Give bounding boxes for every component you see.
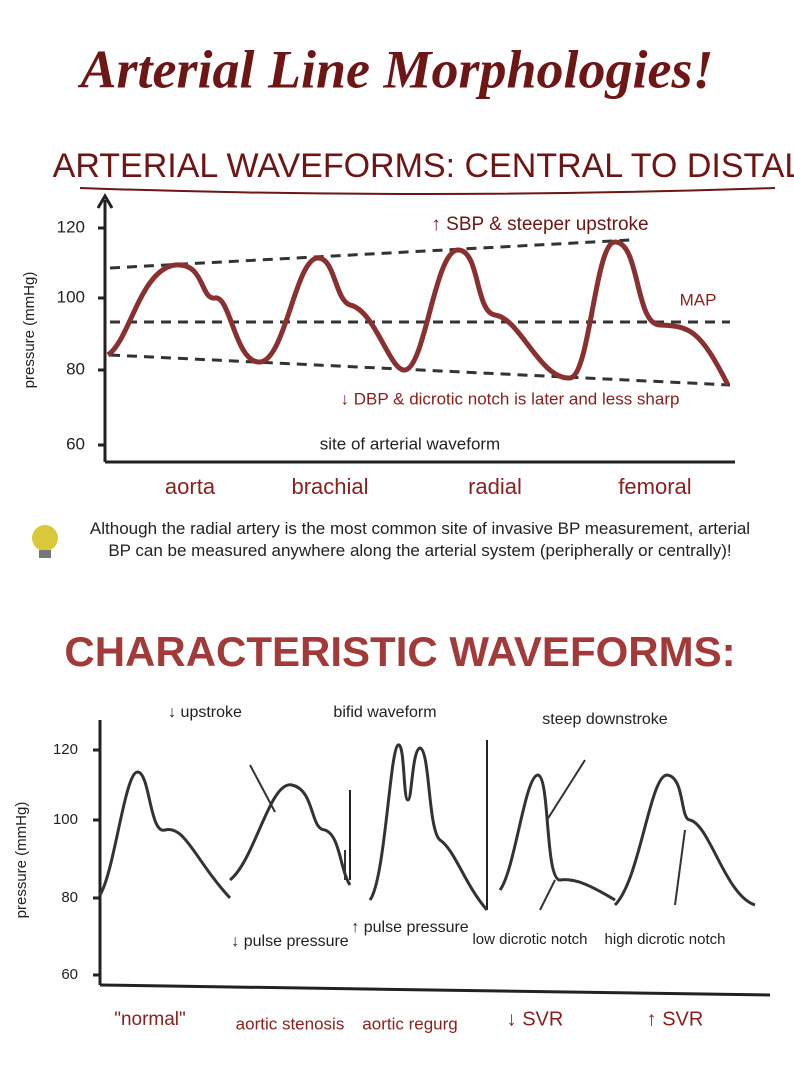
lightbulb-icon [32, 525, 58, 558]
y-tick-label: 100 [57, 287, 85, 306]
category-label: ↑ SVR [647, 1008, 704, 1030]
y-tick-label: 100 [53, 811, 78, 828]
x-axis-label: site of arterial waveform [320, 434, 500, 453]
annotation: ↓ upstroke [168, 704, 242, 721]
annotation: MAP [680, 290, 717, 309]
annotation: ↑ SBP & steeper upstroke [431, 214, 648, 235]
y-tick-label: 80 [61, 889, 78, 906]
pointers [249, 759, 686, 911]
y-tick-label: 80 [66, 359, 85, 378]
y-axis-label: pressure (mmHg) [21, 272, 38, 389]
annotation: ↓ pulse pressure [231, 933, 348, 950]
title: Arterial Line Morphologies! [77, 39, 713, 99]
y-tick-label: 120 [53, 741, 78, 758]
category-label: aortic stenosis [236, 1014, 345, 1033]
axes [93, 720, 771, 997]
annotation: ↓ DBP & dicrotic notch is later and less… [341, 389, 680, 408]
annotation: low dicrotic notch [472, 931, 587, 948]
axes [96, 193, 735, 464]
site-label: radial [468, 474, 522, 499]
section-title: CHARACTERISTIC WAVEFORMS: [64, 628, 735, 675]
site-label: aorta [165, 474, 216, 499]
category-label: ↓ SVR [507, 1008, 564, 1030]
y-tick-label: 60 [66, 434, 85, 453]
site-label: brachial [291, 474, 368, 499]
category-label: aortic regurg [362, 1014, 457, 1033]
y-tick-label: 60 [61, 966, 78, 983]
y-tick-label: 120 [57, 217, 85, 236]
site-label: femoral [618, 474, 691, 499]
tip-text: Although the radial artery is the most c… [89, 519, 751, 560]
waveform [106, 239, 731, 387]
waveforms [98, 743, 756, 911]
annotation: ↑ pulse pressure [351, 919, 468, 936]
annotation: high dicrotic notch [605, 931, 726, 948]
annotation: steep downstroke [542, 711, 668, 728]
category-label: "normal" [114, 1009, 186, 1030]
reference-lines [109, 238, 731, 387]
y-axis-label: pressure (mmHg) [13, 802, 30, 919]
underline [79, 187, 776, 195]
annotation: bifid waveform [333, 704, 436, 721]
section-title: ARTERIAL WAVEFORMS: CENTRAL TO DISTAL [53, 147, 794, 185]
